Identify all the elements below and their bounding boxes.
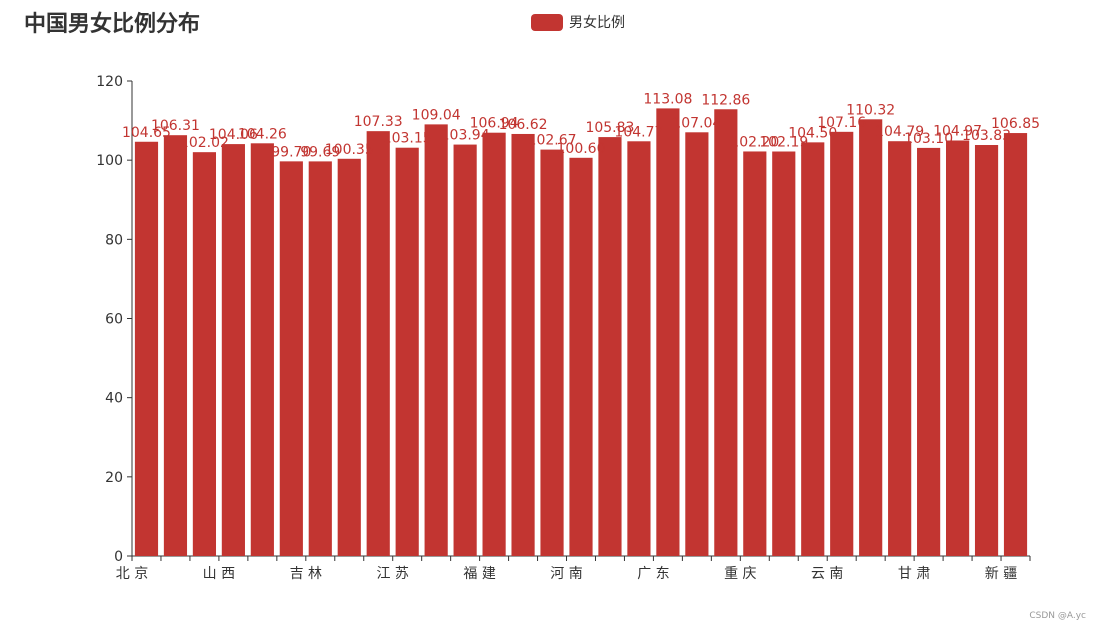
bar-value-label: 102.19 xyxy=(759,134,808,150)
x-tick-label: 山 西 xyxy=(203,566,235,582)
bar[interactable] xyxy=(511,133,535,556)
bar-value-label: 107.33 xyxy=(354,114,403,130)
bar-value-label: 104.97 xyxy=(933,123,982,139)
bar[interactable] xyxy=(337,158,361,556)
bar-value-label: 103.94 xyxy=(441,128,490,144)
bar-value-label: 102.67 xyxy=(528,133,577,149)
bar-value-label: 100.60 xyxy=(557,141,606,157)
x-tick-label: 江 苏 xyxy=(376,566,408,582)
x-tick-label: 新 疆 xyxy=(985,566,1017,582)
bar[interactable] xyxy=(627,141,651,557)
bar[interactable] xyxy=(888,141,912,557)
bar-value-label: 104.50 xyxy=(788,125,837,141)
bar[interactable] xyxy=(917,147,941,557)
bar-value-label: 100.35 xyxy=(325,142,374,158)
bar[interactable] xyxy=(598,137,622,556)
bar-value-label: 107.16 xyxy=(817,115,866,131)
bar-value-label: 103.83 xyxy=(962,128,1011,144)
bar[interactable] xyxy=(424,124,448,556)
bar[interactable] xyxy=(540,149,564,557)
chart-title: 中国男女比例分布 xyxy=(24,12,201,37)
legend[interactable]: 男女比例 xyxy=(531,12,625,32)
x-tick-label: 重 庆 xyxy=(724,566,756,582)
bar[interactable] xyxy=(134,141,159,556)
x-tick-label: 北 京 xyxy=(116,566,148,582)
x-tick-label: 云 南 xyxy=(811,566,843,582)
bar[interactable] xyxy=(801,142,825,556)
bar-value-label: 106.31 xyxy=(151,118,200,134)
bar[interactable] xyxy=(743,151,767,557)
x-tick-label: 福 建 xyxy=(463,566,495,582)
y-tick-label: 100 xyxy=(96,153,123,169)
y-axis: 0 20 40 60 80 100 120 xyxy=(96,74,133,565)
watermark: CSDN @A.yc xyxy=(1029,611,1086,621)
y-tick-label: 0 xyxy=(114,549,123,565)
bar[interactable] xyxy=(830,131,854,556)
bar[interactable] xyxy=(685,132,709,557)
bar-value-label: 110.32 xyxy=(846,102,895,118)
y-tick-label: 120 xyxy=(96,74,123,90)
bar[interactable] xyxy=(714,109,738,556)
y-tick-label: 80 xyxy=(105,232,123,248)
bar-value-label: 107.04 xyxy=(672,115,721,131)
bar[interactable] xyxy=(192,152,217,556)
bar[interactable] xyxy=(395,147,419,556)
bar-value-label: 102.20 xyxy=(730,134,779,150)
bar[interactable] xyxy=(656,108,680,557)
bar-value-label: 104.06 xyxy=(209,127,258,143)
x-tick-label: 河 南 xyxy=(550,566,582,582)
x-tick-label: 甘 肃 xyxy=(898,566,930,582)
legend-label: 男女比例 xyxy=(569,15,625,31)
bar-value-label: 99.70 xyxy=(271,144,311,160)
bar[interactable] xyxy=(366,131,390,556)
bar[interactable] xyxy=(772,151,796,556)
bar-value-label: 102.02 xyxy=(180,135,229,151)
bar-value-label: 109.04 xyxy=(412,107,461,123)
y-tick-label: 20 xyxy=(105,470,123,486)
bar-value-label: 104.79 xyxy=(875,124,924,140)
bar[interactable] xyxy=(859,119,883,557)
bar[interactable] xyxy=(1003,133,1028,557)
bar-value-label: 113.08 xyxy=(643,91,692,107)
bar[interactable] xyxy=(163,135,188,557)
bar-value-label: 106.94 xyxy=(470,116,519,132)
y-tick-label: 60 xyxy=(105,312,123,328)
bar-value-label: 112.86 xyxy=(701,92,750,108)
bar[interactable] xyxy=(453,144,477,556)
bar-value-label: 106.85 xyxy=(991,116,1040,132)
bar[interactable] xyxy=(945,140,970,556)
y-tick-label: 40 xyxy=(105,391,123,407)
bar-value-label: 103.15 xyxy=(383,131,432,147)
bar-value-label: 104.26 xyxy=(238,126,287,142)
bar[interactable] xyxy=(974,145,999,556)
bar[interactable] xyxy=(250,143,274,556)
bar-value-label: 106.62 xyxy=(499,117,548,133)
bar-value-label: 105.83 xyxy=(585,120,634,136)
x-tick-label: 广 东 xyxy=(637,566,669,582)
bar[interactable] xyxy=(279,161,303,556)
bar-value-label: 99.69 xyxy=(300,144,340,160)
bars xyxy=(134,108,1028,557)
bar[interactable] xyxy=(569,157,593,556)
bar[interactable] xyxy=(308,161,332,557)
bar-value-label: 104.77 xyxy=(614,124,663,140)
bar[interactable] xyxy=(221,144,245,557)
bar-value-label: 103.10 xyxy=(904,131,953,147)
bar-value-label: 104.65 xyxy=(122,125,171,141)
bar[interactable] xyxy=(482,132,506,556)
x-axis: 北 京山 西吉 林江 苏福 建河 南广 东重 庆云 南甘 肃新 疆 xyxy=(116,555,1031,582)
legend-swatch xyxy=(531,13,563,31)
x-tick-label: 吉 林 xyxy=(290,566,322,582)
